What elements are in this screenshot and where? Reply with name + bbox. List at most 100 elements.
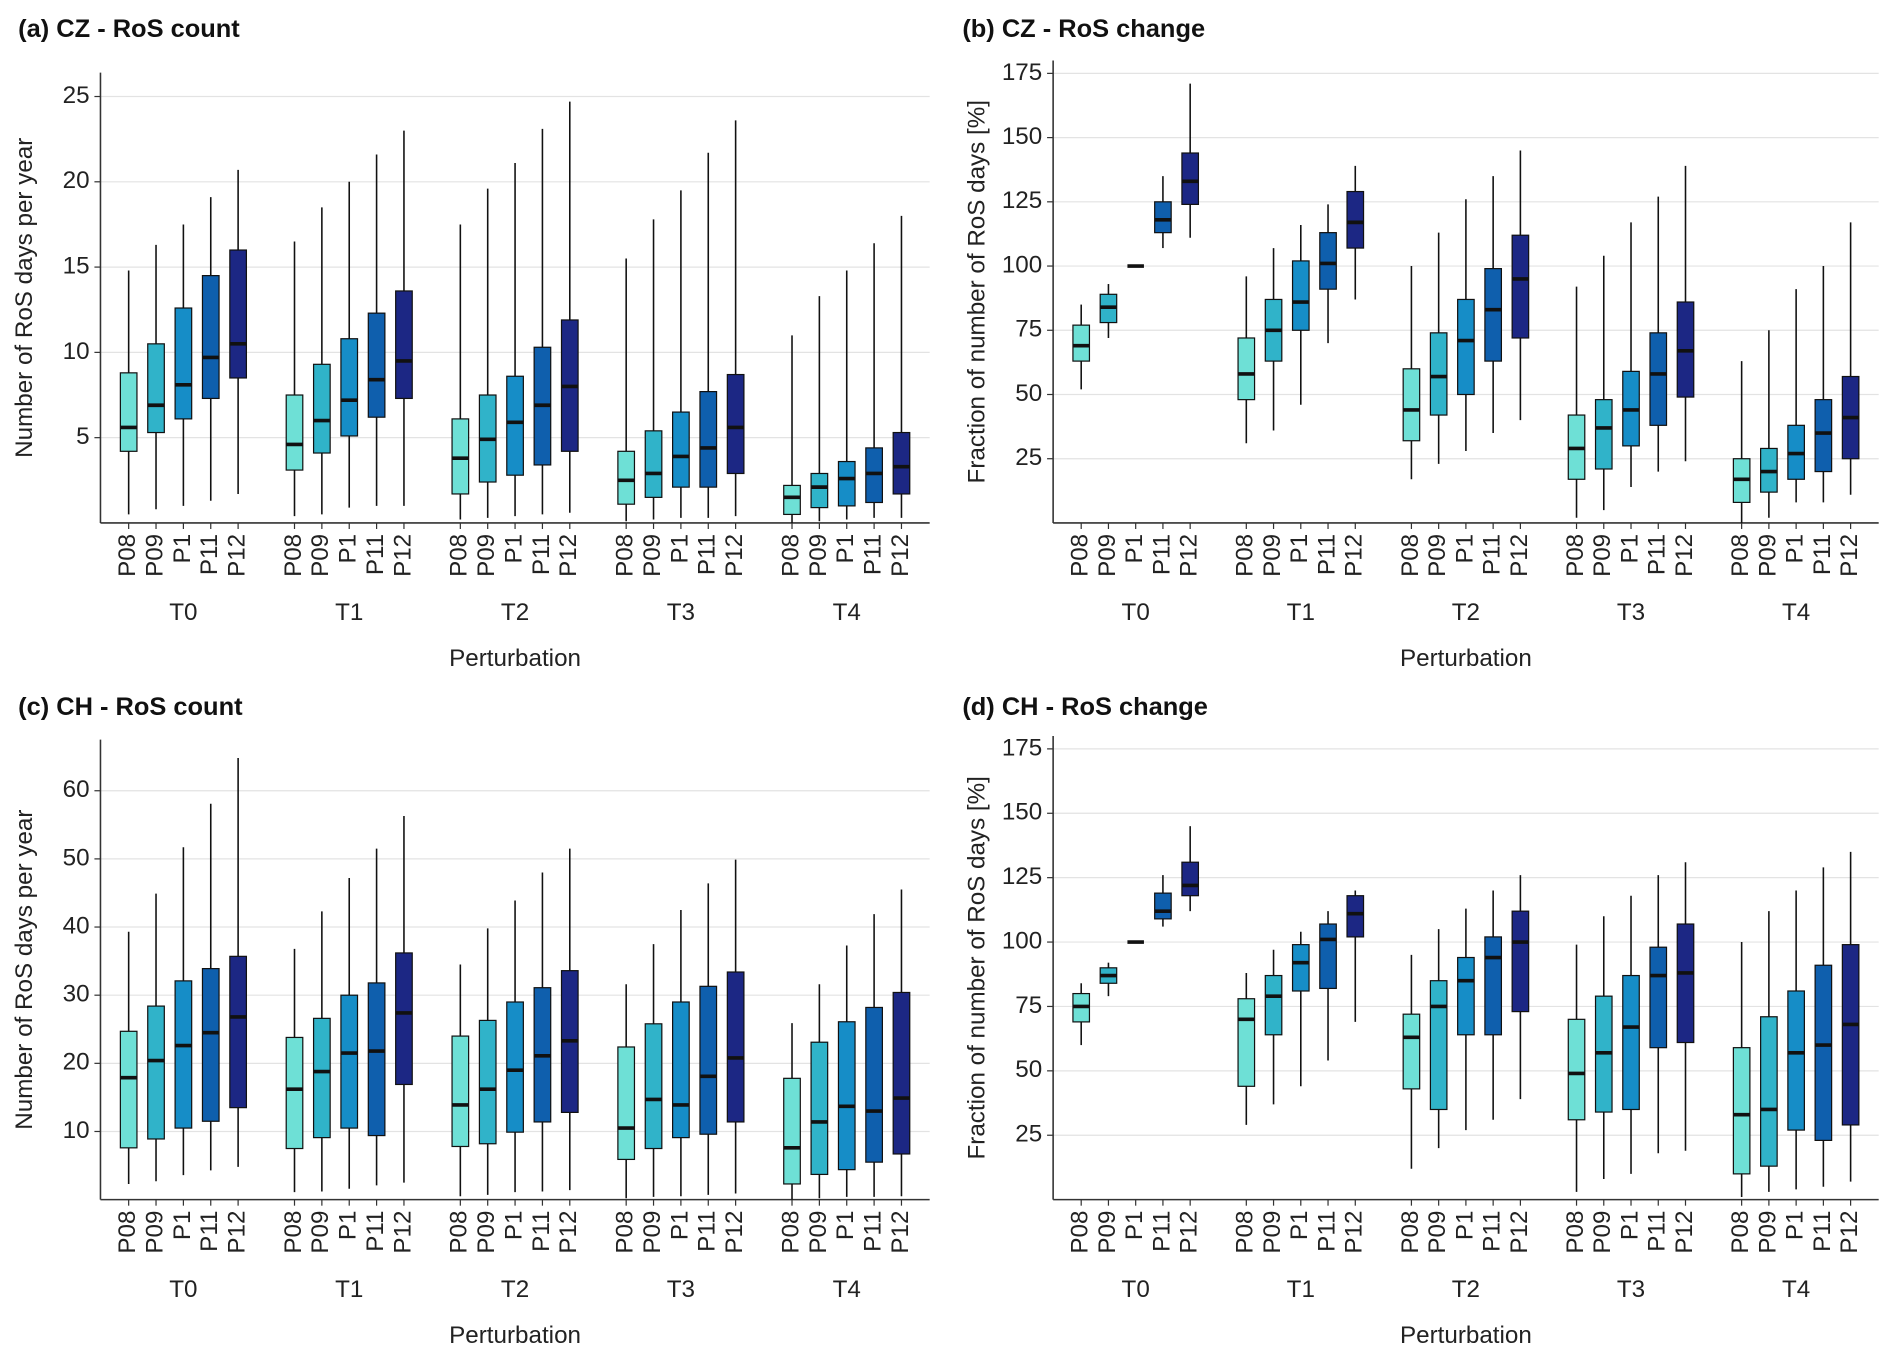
group-label: T2 [1452,599,1480,626]
box [1291,944,1310,992]
box [1346,190,1365,249]
group-label: T3 [667,599,695,626]
y-tick-label: 50 [1015,380,1042,407]
x-tick-label: P08 [1562,1211,1589,1254]
panel-title: (c) CH - RoS count [18,693,243,721]
x-tick-label: P12 [1341,534,1368,577]
x-tick-label: P1 [500,1211,527,1241]
box [1649,332,1668,426]
x-tick-label: P09 [639,534,666,577]
x-tick-label: P11 [859,1211,886,1252]
box [506,375,524,476]
x-tick-label: P11 [1313,1211,1340,1252]
x-tick-label: P1 [1286,1211,1313,1241]
y-tick-label: 175 [1002,734,1042,761]
box [201,968,220,1122]
x-tick-label: P1 [1121,534,1148,564]
x-tick-label: P09 [1094,1211,1121,1254]
x-tick-label: P1 [169,534,196,564]
x-tick-label: P09 [1424,534,1451,577]
box [201,275,220,400]
x-tick-label: P11 [1644,534,1671,575]
x-tick-label: P1 [1121,1211,1148,1241]
x-axis-label: Perturbation [1400,645,1532,672]
x-tick-label: P1 [1451,1211,1478,1241]
group-label: T4 [833,599,861,626]
x-tick-label: P1 [1616,1211,1643,1241]
x-tick-label: P09 [141,534,168,577]
x-tick-label: P08 [1067,1211,1094,1254]
y-tick-label: 175 [1002,59,1042,86]
x-tick-label: P08 [1232,534,1259,577]
x-tick-label: P12 [721,534,748,577]
x-tick-label: P09 [1754,1211,1781,1254]
x-tick-label: P12 [1506,1211,1533,1254]
x-tick-label: P09 [307,534,334,577]
group-label: T3 [667,1276,695,1303]
box [1760,1016,1778,1167]
y-axis-label: Fraction of number of RoS days [%] [963,776,990,1159]
x-tick-label: P11 [1479,1211,1506,1252]
x-tick-label: P09 [1259,534,1286,577]
y-tick-label: 125 [1002,187,1042,214]
y-tick-label: 10 [63,1117,90,1144]
x-tick-label: P08 [1067,534,1094,577]
x-tick-label: P1 [335,1211,362,1241]
box [699,985,718,1135]
x-tick-label: P1 [1451,534,1478,564]
y-axis-label: Number of RoS days per year [11,138,38,458]
box [672,1001,690,1139]
x-tick-label: P11 [1148,534,1175,575]
x-tick-label: P11 [528,1211,555,1252]
x-tick-label: P08 [446,1211,473,1254]
box [726,373,745,475]
x-tick-label: P08 [1232,1211,1259,1254]
x-tick-label: P08 [446,534,473,577]
group-label: T1 [335,1276,363,1303]
box [312,1017,331,1139]
group-label: T4 [833,1276,861,1303]
box [1072,324,1091,362]
x-tick-label: P12 [1176,1211,1203,1254]
box [1622,974,1640,1111]
x-tick-label: P09 [639,1211,666,1254]
y-tick-label: 50 [63,844,90,871]
box [506,1001,524,1133]
box [174,307,193,420]
x-tick-label: P11 [1809,534,1836,575]
y-tick-label: 75 [1015,316,1042,343]
box [1676,923,1695,1044]
box [1732,1047,1751,1175]
x-tick-label: P11 [1809,1211,1836,1252]
x-axis-label: Perturbation [449,645,581,672]
x-tick-label: P11 [196,1211,223,1252]
group-label: T1 [335,599,363,626]
box [340,338,359,437]
box [810,1041,829,1176]
box [1484,936,1503,1036]
x-tick-label: P08 [280,534,307,577]
box [644,1023,663,1150]
y-tick-label: 40 [63,912,90,939]
x-tick-label: P12 [224,1211,251,1254]
x-tick-label: P11 [1313,534,1340,575]
x-tick-label: P09 [1589,1211,1616,1254]
x-tick-label: P11 [196,534,223,575]
y-tick-label: 25 [1015,1121,1042,1148]
box [1402,368,1421,442]
x-tick-label: P09 [805,1211,832,1254]
y-tick-label: 15 [63,252,90,279]
y-tick-label: 60 [63,776,90,803]
x-tick-label: P09 [473,534,500,577]
box [367,982,386,1137]
box [1154,201,1172,234]
box [810,472,829,509]
box [367,312,386,418]
x-tick-label: P12 [1836,1211,1863,1254]
y-tick-label: 10 [63,338,90,365]
x-tick-label: P09 [307,1211,334,1254]
box [783,1077,801,1185]
box [617,450,636,505]
